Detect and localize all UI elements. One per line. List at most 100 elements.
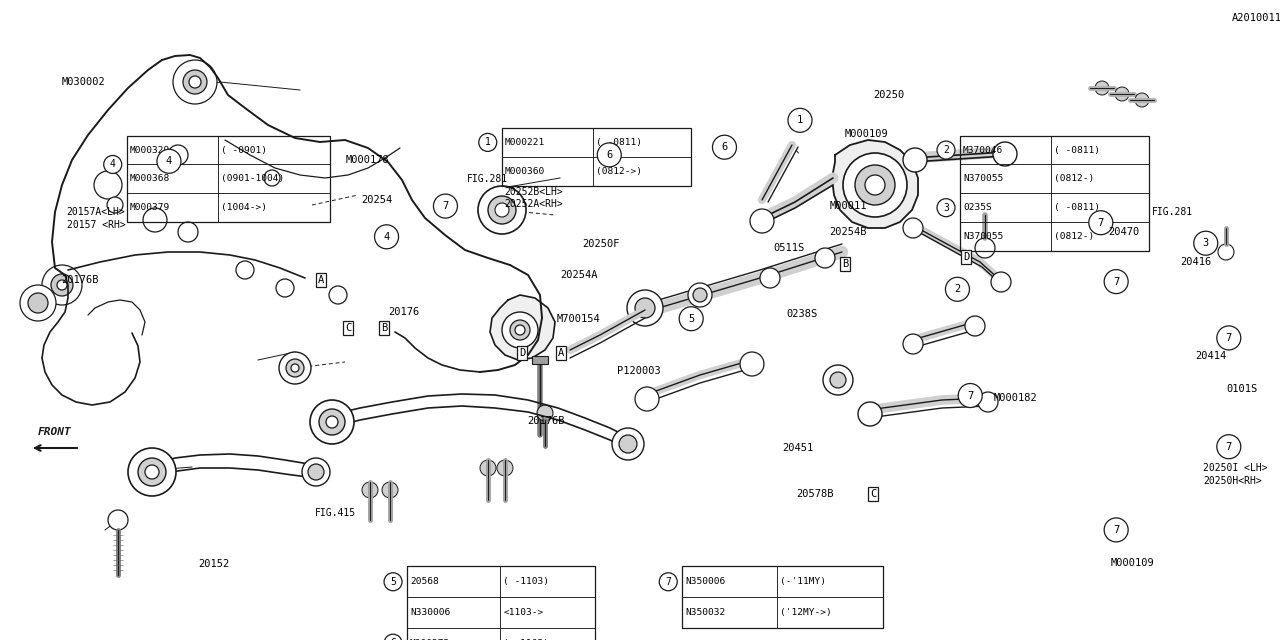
- Circle shape: [381, 482, 398, 498]
- Text: 2: 2: [955, 284, 960, 294]
- Circle shape: [479, 133, 497, 152]
- Text: 20568: 20568: [410, 577, 439, 586]
- Text: FRONT: FRONT: [38, 427, 72, 437]
- Circle shape: [978, 392, 998, 412]
- Circle shape: [264, 170, 280, 186]
- Text: ('12MY->): ('12MY->): [780, 608, 832, 617]
- Circle shape: [384, 573, 402, 591]
- Text: M700154: M700154: [557, 314, 600, 324]
- Text: (0901-1004): (0901-1004): [220, 174, 284, 184]
- Text: M000109: M000109: [1111, 558, 1155, 568]
- Circle shape: [689, 283, 712, 307]
- Circle shape: [975, 238, 995, 258]
- Text: 20176B: 20176B: [61, 275, 99, 285]
- Text: M000109: M000109: [845, 129, 888, 140]
- Bar: [407, 566, 595, 640]
- Text: M000221: M000221: [504, 138, 545, 147]
- Circle shape: [434, 194, 457, 218]
- Circle shape: [1089, 211, 1112, 235]
- Circle shape: [509, 320, 530, 340]
- Circle shape: [310, 400, 355, 444]
- Circle shape: [477, 186, 526, 234]
- Circle shape: [42, 265, 82, 305]
- Bar: [502, 128, 691, 186]
- Text: ( -0901): ( -0901): [220, 145, 266, 155]
- Text: 20250F: 20250F: [582, 239, 620, 250]
- Circle shape: [362, 482, 378, 498]
- Text: FIG.281: FIG.281: [467, 174, 508, 184]
- Bar: [127, 164, 218, 193]
- Bar: [532, 356, 548, 364]
- Text: ( -0811): ( -0811): [1053, 203, 1100, 212]
- Circle shape: [236, 261, 253, 279]
- Text: C: C: [346, 323, 351, 333]
- Text: M000368: M000368: [129, 174, 170, 184]
- Text: 0235S: 0235S: [963, 203, 992, 212]
- Text: M000379: M000379: [129, 203, 170, 212]
- Circle shape: [1105, 269, 1128, 294]
- Text: M370046: M370046: [963, 145, 1004, 155]
- Text: ( -0811): ( -0811): [595, 138, 641, 147]
- Text: 20451: 20451: [782, 443, 813, 453]
- Circle shape: [991, 272, 1011, 292]
- Circle shape: [108, 197, 123, 213]
- Text: 20152: 20152: [198, 559, 229, 570]
- Text: 20414: 20414: [1196, 351, 1226, 361]
- Text: 0101S: 0101S: [1226, 384, 1257, 394]
- Text: M030002: M030002: [61, 77, 105, 87]
- Bar: [682, 566, 777, 597]
- Circle shape: [285, 359, 305, 377]
- Text: 7: 7: [666, 577, 671, 587]
- Text: 20157 <RH>: 20157 <RH>: [67, 220, 125, 230]
- Text: 3: 3: [1203, 238, 1208, 248]
- Bar: [218, 193, 330, 222]
- Text: 7: 7: [1098, 218, 1103, 228]
- Circle shape: [1135, 93, 1149, 107]
- Circle shape: [635, 387, 659, 411]
- Bar: [127, 136, 330, 222]
- Text: 20250H<RH>: 20250H<RH>: [1203, 476, 1262, 486]
- Text: FIG.281: FIG.281: [1152, 207, 1193, 218]
- Bar: [1051, 136, 1149, 164]
- Text: 20416: 20416: [1180, 257, 1211, 268]
- Circle shape: [760, 268, 780, 288]
- Text: M000360: M000360: [504, 166, 545, 176]
- Bar: [682, 597, 777, 628]
- Bar: [960, 136, 1051, 164]
- Circle shape: [902, 148, 927, 172]
- Text: C: C: [870, 489, 876, 499]
- Circle shape: [138, 458, 166, 486]
- Text: 2: 2: [943, 145, 948, 155]
- Bar: [407, 628, 500, 640]
- Text: ( -1103): ( -1103): [503, 577, 549, 586]
- Text: 20254A: 20254A: [561, 270, 598, 280]
- Circle shape: [173, 60, 218, 104]
- Bar: [960, 193, 1051, 222]
- Circle shape: [93, 171, 122, 199]
- Text: 0238S: 0238S: [786, 308, 817, 319]
- Text: D: D: [964, 252, 969, 262]
- Text: N370055: N370055: [963, 232, 1004, 241]
- Text: 5: 5: [689, 314, 694, 324]
- Bar: [500, 597, 595, 628]
- Circle shape: [145, 465, 159, 479]
- Bar: [127, 136, 218, 164]
- Bar: [500, 566, 595, 597]
- Text: (0812-): (0812-): [1053, 232, 1094, 241]
- Text: 1: 1: [797, 115, 803, 125]
- Circle shape: [128, 448, 177, 496]
- Circle shape: [495, 203, 509, 217]
- Text: 5: 5: [390, 577, 396, 587]
- Bar: [777, 566, 883, 597]
- Text: N350032: N350032: [685, 608, 726, 617]
- Bar: [777, 597, 883, 628]
- Circle shape: [319, 409, 346, 435]
- Circle shape: [959, 383, 982, 408]
- Bar: [127, 193, 218, 222]
- Text: ( -0811): ( -0811): [1053, 145, 1100, 155]
- Circle shape: [104, 156, 122, 173]
- Circle shape: [384, 634, 402, 640]
- Text: 4: 4: [110, 159, 115, 170]
- Text: 20176B: 20176B: [527, 416, 564, 426]
- Circle shape: [1094, 81, 1108, 95]
